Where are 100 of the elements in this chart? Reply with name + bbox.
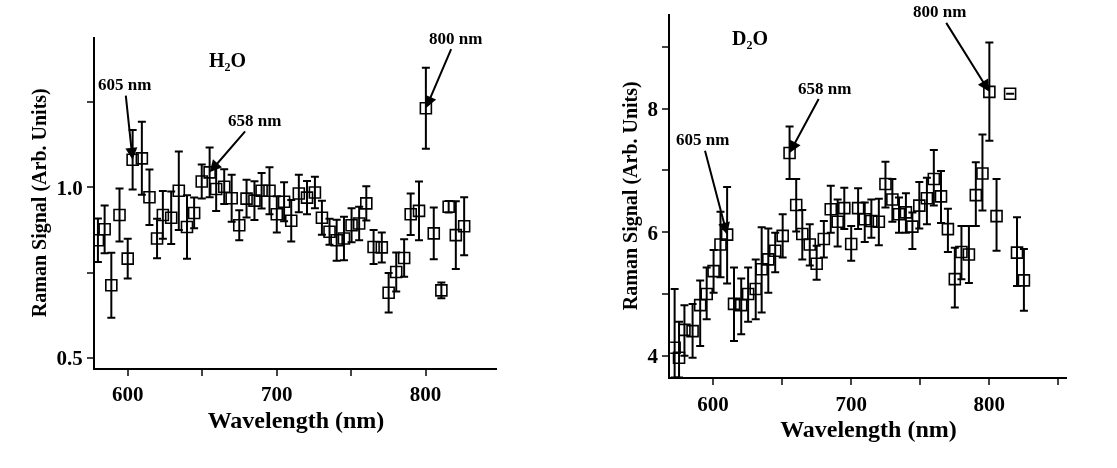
point xyxy=(837,201,851,215)
point xyxy=(419,101,433,115)
point xyxy=(427,227,441,240)
y-axis-title: Raman Signal (Arb. Units) xyxy=(619,81,643,311)
point xyxy=(886,193,899,206)
point xyxy=(1017,274,1031,287)
point xyxy=(240,192,253,205)
x-tick-label: 600 xyxy=(697,391,729,416)
point xyxy=(255,184,268,198)
point xyxy=(1003,87,1017,101)
point xyxy=(962,248,976,261)
point xyxy=(776,229,789,243)
x-axis-title: Wavelength (nm) xyxy=(207,407,385,434)
point xyxy=(300,191,314,204)
annotation: 800 nm xyxy=(913,2,967,21)
point xyxy=(397,251,411,265)
point xyxy=(156,208,170,222)
point xyxy=(906,220,919,233)
point xyxy=(404,208,417,221)
x-tick-label: 800 xyxy=(973,391,1006,416)
point xyxy=(330,233,343,247)
point xyxy=(672,351,686,364)
point xyxy=(389,265,403,279)
point xyxy=(105,278,118,292)
point xyxy=(969,188,983,202)
point xyxy=(795,227,809,241)
point xyxy=(844,237,858,251)
point xyxy=(872,215,886,228)
point xyxy=(990,209,1003,223)
point xyxy=(457,219,471,233)
point xyxy=(121,252,135,265)
point xyxy=(693,298,707,312)
point xyxy=(892,207,906,221)
point xyxy=(913,199,926,212)
point xyxy=(277,195,291,208)
point xyxy=(195,175,209,188)
point xyxy=(831,215,844,228)
point xyxy=(292,187,306,200)
point xyxy=(789,198,803,212)
point xyxy=(164,211,178,225)
y-tick-label: 1.0 xyxy=(56,175,83,200)
point xyxy=(352,217,366,230)
x-tick-label: 700 xyxy=(260,382,293,407)
point xyxy=(209,182,223,196)
point xyxy=(927,172,941,186)
point xyxy=(143,190,156,204)
point xyxy=(203,166,216,179)
point xyxy=(851,201,865,215)
point xyxy=(955,245,968,259)
x-tick-label: 800 xyxy=(409,382,442,407)
point xyxy=(113,208,126,222)
point xyxy=(934,190,948,203)
point xyxy=(217,180,231,193)
y-tick-label: 4 xyxy=(647,344,659,369)
point xyxy=(263,184,276,198)
point xyxy=(810,257,823,271)
annotation: 605 nm xyxy=(98,75,152,94)
point xyxy=(315,211,329,225)
point xyxy=(135,152,149,165)
point xyxy=(248,194,261,207)
point xyxy=(700,287,713,301)
point xyxy=(360,197,373,210)
point xyxy=(126,153,139,167)
point xyxy=(225,191,238,205)
point xyxy=(976,167,989,180)
point xyxy=(180,220,194,234)
text: D₂O xyxy=(732,27,768,49)
point xyxy=(899,206,913,219)
point xyxy=(749,282,763,296)
y-tick-label: 6 xyxy=(647,220,658,245)
y-tick-label: 0.5 xyxy=(56,346,83,371)
point xyxy=(172,184,186,198)
point xyxy=(824,203,838,216)
point xyxy=(98,223,111,236)
point xyxy=(232,218,246,232)
point xyxy=(375,241,389,254)
point xyxy=(734,298,748,312)
annotation: 800 nm xyxy=(429,29,483,48)
point xyxy=(1010,246,1024,259)
point xyxy=(920,191,934,205)
point xyxy=(449,228,463,242)
point xyxy=(741,287,755,301)
annotation: 658 nm xyxy=(228,111,282,130)
point xyxy=(762,253,775,266)
point xyxy=(817,232,831,246)
x-tick-label: 600 xyxy=(111,382,144,407)
annotation: 605 nm xyxy=(676,130,730,149)
point xyxy=(865,214,878,228)
point xyxy=(412,204,426,218)
point xyxy=(783,146,796,160)
point xyxy=(941,222,955,236)
point xyxy=(382,286,395,300)
point xyxy=(337,232,351,245)
point xyxy=(858,212,872,226)
x-tick-label: 700 xyxy=(835,391,867,416)
annotation: 658 nm xyxy=(798,79,852,98)
y-tick-label: 8 xyxy=(647,96,658,121)
x-axis-title: Wavelength (nm) xyxy=(780,416,957,443)
text: H₂O xyxy=(209,49,247,71)
point xyxy=(150,232,164,245)
